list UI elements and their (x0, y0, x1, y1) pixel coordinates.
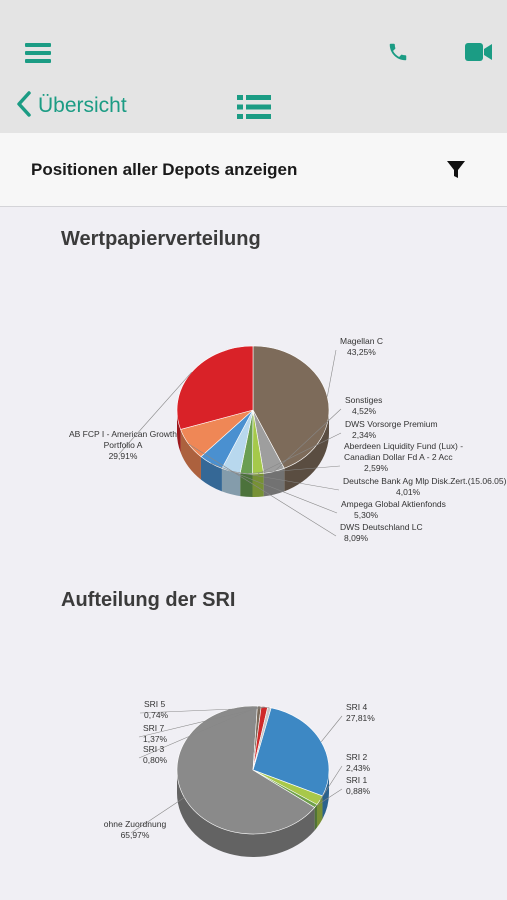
slice-label-name: SRI 2 (346, 752, 368, 762)
slice-label-name: SRI 3 (143, 744, 165, 754)
leader-line (315, 788, 343, 807)
leader-line (188, 443, 337, 537)
slice-label-value: 2,59% (364, 463, 389, 473)
slice-label-name: Magellan C (340, 336, 383, 346)
pie-side-sri-1 (314, 804, 317, 831)
slice-label-name: SRI 4 (346, 702, 368, 712)
pie-side-sri-4 (322, 770, 329, 819)
slice-label-value: 2,43% (346, 763, 371, 773)
video-icon[interactable] (465, 42, 493, 62)
pie-chart-sri: SRI 427,81% SRI 22,43% SRI 10,88% ohne Zuor… (104, 699, 375, 857)
slice-label-value: 65,97% (121, 830, 150, 840)
slice-label-value: 43,25% (347, 347, 376, 357)
pie-slice-ab-fcp-i-american-growth-portfolio-a[interactable] (176, 345, 254, 430)
filter-icon[interactable] (446, 160, 466, 180)
leader-line (230, 470, 340, 491)
pie-side-ohne-zuordnung (177, 770, 315, 857)
slice-label-value: 5,30% (354, 510, 379, 520)
pie-side-ampega-global-aktienfonds (200, 456, 222, 492)
leader-line (130, 797, 185, 834)
leader-line (118, 372, 192, 455)
slice-label-name: Ampega Global Aktienfonds (341, 499, 446, 509)
slice-label-value: 1,37% (143, 734, 168, 744)
leader-line (139, 707, 270, 714)
slice-label-value: 27,81% (346, 713, 375, 723)
slice-label-value: 0,80% (143, 755, 168, 765)
leader-line (257, 432, 342, 475)
slice-label-value: 4,01% (396, 487, 421, 497)
slice-label-name: DWS Deutschland LC (340, 522, 423, 532)
leader-line (138, 706, 265, 738)
filter-title: Positionen aller Depots anzeigen (31, 160, 298, 179)
list-icon[interactable] (237, 94, 271, 120)
slice-label-name: Sonstiges (345, 395, 382, 405)
pie-slice-ohne-zuordnung[interactable] (176, 705, 316, 835)
pie-side-sri-2 (316, 795, 323, 828)
leader-line (327, 349, 337, 397)
slice-label-value: 8,09% (344, 533, 369, 543)
chart-title-sri: Aufteilung der SRI (61, 589, 236, 611)
menu-icon[interactable] (25, 42, 51, 64)
slice-label-name: Aberdeen Liquidity Fund (Lux) - (344, 441, 463, 451)
slice-label-value: 0,74% (144, 710, 169, 720)
chevron-left-icon (16, 90, 32, 123)
slice-label-value: 2,34% (352, 430, 377, 440)
slice-label-value: 29,91% (109, 451, 138, 461)
leader-line (273, 408, 342, 472)
slice-label-name: SRI 1 (346, 775, 368, 785)
back-button[interactable]: Übersicht (16, 90, 127, 123)
slice-label-name: DWS Vorsorge Premium (345, 419, 438, 429)
pie-side-dws-deutschland-lc (180, 429, 201, 480)
filter-bar (0, 133, 507, 207)
leader-line (320, 715, 343, 742)
chart-title-wertpapierverteilung: Wertpapierverteilung (61, 228, 261, 250)
pie-side-deutsche-bank-ag-mlp-disk-zert-15-06-05 (221, 468, 241, 497)
slice-label-name: Portfolio A (104, 440, 143, 450)
app-header (0, 0, 507, 133)
pie-side-magellan-c (284, 410, 329, 492)
slice-label-value: 4,52% (352, 406, 377, 416)
slice-label-name: ohne Zuordnung (104, 819, 167, 829)
leader-line (319, 765, 343, 801)
leader-line (210, 462, 338, 514)
slice-label-name: SRI 7 (143, 723, 165, 733)
slice-label-name: SRI 5 (144, 699, 166, 709)
pie-side-aberdeen-liquidity-fund-lux-canadian-dollar-fd-a-2-acc (240, 473, 253, 497)
slice-label-name: Deutsche Bank Ag Mlp Disk.Zert.(15.06.05… (343, 476, 507, 486)
slice-label-name: AB FCP I - American Growth (69, 429, 177, 439)
pie-side-sonstiges (263, 468, 285, 497)
pie-side-dws-vorsorge-premium (252, 473, 264, 497)
slice-label-name: Canadian Dollar Fd A - 2 Acc (344, 452, 453, 462)
pie-slice-sri-4[interactable] (252, 707, 330, 797)
phone-icon[interactable] (387, 41, 409, 63)
leader-line (246, 465, 341, 475)
slice-label-value: 0,88% (346, 786, 371, 796)
leader-line (138, 705, 260, 759)
back-label: Übersicht (38, 94, 127, 117)
